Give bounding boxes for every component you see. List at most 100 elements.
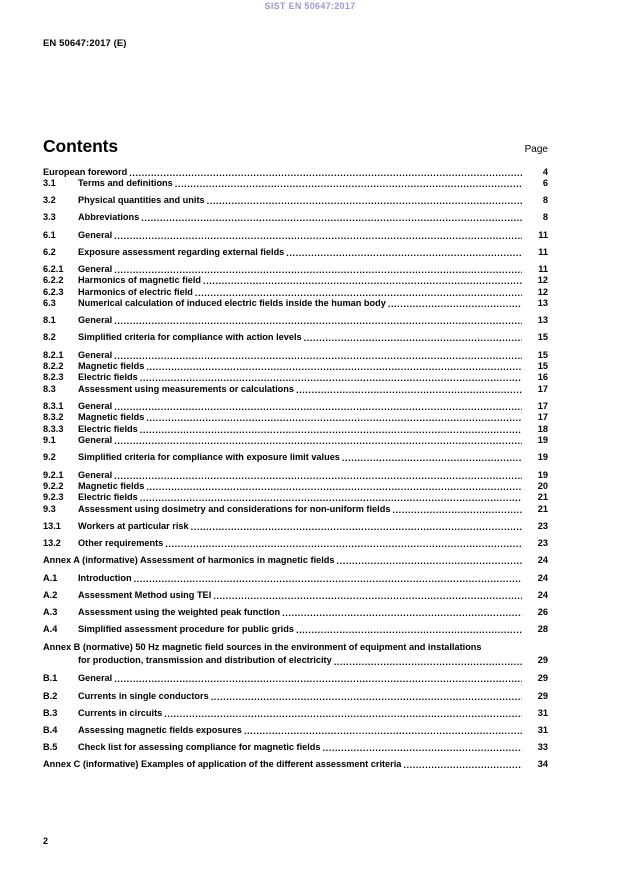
dot-leader [134, 575, 522, 584]
toc-entry-8-2[interactable]: 8.2 Simplified criteria for compliance wi… [43, 332, 548, 343]
toc-entry-b-1[interactable]: B.1 General 29 [43, 673, 548, 684]
toc-entry-b-2[interactable]: B.2 Currents in single conductors 29 [43, 691, 548, 702]
toc-entry-a-2[interactable]: A.2 Assessment Method using TEI 24 [43, 590, 548, 601]
toc-entry-title: General [78, 315, 113, 326]
toc-entry-page-number: 20 [537, 480, 548, 491]
toc-entry-title: Numerical calculation of induced electri… [78, 298, 386, 309]
dot-leader [114, 352, 522, 361]
toc-entry-9-2[interactable]: 9.2 Simplified criteria for compliance wi… [43, 452, 548, 463]
toc-entry-annex-c-informative-examples-of-application-[interactable]: Annex C (informative) Examples of applic… [43, 759, 548, 770]
toc-entry-13-2[interactable]: 13.2 Other requirements 23 [43, 538, 548, 549]
toc-entry-number: 9.2.2 [43, 480, 64, 491]
toc-entry-annex-a-informative-assessment-of-harmonics-[interactable]: Annex A (informative) Assessment of harm… [43, 555, 548, 566]
toc-entry-a-3[interactable]: A.3 Assessment using the weighted peak fu… [43, 607, 548, 618]
toc-entry-european-foreword[interactable]: European foreword 4 [43, 167, 548, 178]
toc-entry-number: B.4 [43, 725, 58, 735]
toc-entry-number: B.5 [43, 742, 58, 753]
toc-entry-8-2-3[interactable]: 8.2.3 Electric fields 16 [43, 372, 548, 383]
toc-entry-number: 8.3.2 [43, 412, 64, 423]
toc-entry-number: B.3 [43, 707, 58, 718]
toc-entry-page-number: 18 [537, 423, 548, 434]
toc-entry-page-number: 21 [537, 492, 548, 503]
toc-entry-page-number: 15 [537, 332, 548, 343]
toc-entry-b-3[interactable]: B.3 Currents in circuits 31 [43, 708, 548, 719]
toc-entry-number: 6.2.1 [43, 263, 64, 274]
toc-entry-8-2-1[interactable]: 8.2.1 General 15 [43, 350, 548, 361]
dot-leader [146, 363, 522, 372]
dot-leader [203, 277, 522, 286]
dot-leader [114, 403, 522, 412]
dot-leader [114, 317, 522, 326]
toc-entry-a-1[interactable]: A.1 Introduction 24 [43, 573, 548, 584]
dot-leader [213, 592, 522, 601]
toc-entry-3-1[interactable]: 3.1 Terms and definitions 6 [43, 178, 548, 189]
contents-header-row: Contents Page [43, 136, 548, 157]
toc-entry-title-line-2: for production, transmission and distrib… [78, 655, 332, 666]
dot-leader [403, 761, 522, 770]
toc-entry-page-number: 33 [537, 742, 548, 753]
toc-entry-9-2-2[interactable]: 9.2.2 Magnetic fields 20 [43, 481, 548, 492]
toc-entry-3-2[interactable]: 3.2 Physical quantities and units 8 [43, 195, 548, 206]
toc-entry-number: 8.2.2 [43, 361, 64, 372]
toc-entry-number: A.3 [43, 606, 58, 617]
dot-leader [175, 180, 522, 189]
toc-entry-page-number: 12 [537, 286, 548, 297]
toc-entry-page-number: 24 [537, 555, 548, 566]
toc-entry-number: 9.2.1 [43, 469, 64, 480]
toc-entry-number: 8.2.1 [43, 349, 64, 360]
toc-entry-title: European foreword [43, 167, 128, 177]
toc-entry-number: A.4 [43, 624, 58, 635]
dot-leader [304, 334, 522, 343]
toc-entry-9-1[interactable]: 9.1 General 19 [43, 435, 548, 446]
toc-entry-a-4[interactable]: A.4 Simplified assessment procedure for p… [43, 624, 548, 635]
toc-entry-title: General [78, 349, 113, 360]
toc-entry-6-2-2[interactable]: 6.2.2 Harmonics of magnetic field 12 [43, 275, 548, 286]
toc-entry-number: A.2 [43, 589, 58, 600]
toc-entry-number: 3.2 [43, 195, 56, 206]
toc-entry-number: 3.3 [43, 212, 56, 223]
toc-entry-number: 8.3.1 [43, 401, 64, 412]
toc-entry-page-number: 31 [537, 707, 548, 718]
footer-page-number: 2 [43, 836, 49, 846]
toc-entry-9-3[interactable]: 9.3 Assessment using dosimetry and consid… [43, 504, 548, 515]
toc-entry-page-number: 26 [537, 606, 548, 617]
toc-entry-8-3[interactable]: 8.3 Assessment using measurements or calc… [43, 384, 548, 395]
toc-entry-8-1[interactable]: 8.1 General 13 [43, 315, 548, 326]
toc-entry-page-number: 11 [538, 229, 548, 240]
toc-entry-3-3[interactable]: 3.3 Abbreviations 8 [43, 212, 548, 223]
dot-leader [211, 693, 522, 702]
toc-entry-annex-b-normative[interactable]: Annex B (normative) 50 Hz magnetic field… [43, 641, 548, 667]
toc-entry-6-3[interactable]: 6.3 Numerical calculation of induced elec… [43, 298, 548, 309]
toc-entry-title: Currents in circuits [78, 707, 163, 718]
toc-entry-6-2-1[interactable]: 6.2.1 General 11 [43, 264, 548, 275]
toc-entry-title: General [78, 263, 113, 274]
toc-entry-6-1[interactable]: 6.1 General 11 [43, 230, 548, 241]
toc-entry-8-3-1[interactable]: 8.3.1 General 17 [43, 401, 548, 412]
toc-entry-title-line-2-row: for production, transmission and distrib… [43, 654, 548, 667]
toc-entry-6-2[interactable]: 6.2 Exposure assessment regarding externa… [43, 247, 548, 258]
toc-entry-title: Assessment using measurements or calcula… [78, 383, 294, 394]
dot-leader [207, 197, 522, 206]
toc-entry-b-4[interactable]: B.4 Assessing magnetic fields exposures 3… [43, 725, 548, 736]
toc-entry-8-3-3[interactable]: 8.3.3 Electric fields 18 [43, 424, 548, 435]
dot-leader [146, 414, 522, 423]
toc-entry-8-3-2[interactable]: 8.3.2 Magnetic fields 17 [43, 412, 548, 423]
toc-entry-page-number: 15 [537, 361, 548, 372]
toc-entry-13-1[interactable]: 13.1 Workers at particular risk 23 [43, 521, 548, 532]
toc-entry-number: B.2 [43, 690, 58, 701]
toc-entry-number: 6.2.2 [43, 275, 64, 286]
toc-entry-title: Terms and definitions [78, 178, 173, 188]
dot-leader [191, 523, 522, 532]
toc-entry-title: Simplified assessment procedure for publ… [78, 624, 294, 635]
toc-entry-9-2-3[interactable]: 9.2.3 Electric fields 21 [43, 492, 548, 503]
dot-leader [195, 289, 522, 298]
dot-leader [244, 727, 522, 736]
toc-entry-b-5[interactable]: B.5 Check list for assessing compliance f… [43, 742, 548, 753]
toc-entry-8-2-2[interactable]: 8.2.2 Magnetic fields 15 [43, 361, 548, 372]
toc-entry-title: Assessment using dosimetry and considera… [78, 503, 391, 514]
toc-entry-page-number: 24 [537, 589, 548, 600]
toc-entry-9-2-1[interactable]: 9.2.1 General 19 [43, 470, 548, 481]
toc-entry-title: Abbreviations [78, 212, 140, 223]
toc-entry-title: Magnetic fields [78, 412, 145, 423]
toc-entry-6-2-3[interactable]: 6.2.3 Harmonics of electric field 12 [43, 287, 548, 298]
